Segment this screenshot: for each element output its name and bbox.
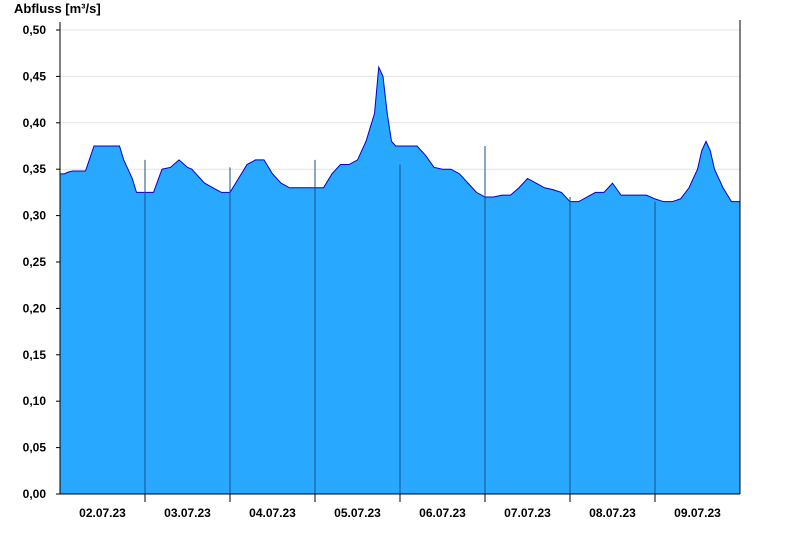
x-tick-label: 08.07.23: [589, 506, 636, 520]
y-tick-label: 0,30: [23, 209, 47, 223]
x-tick-label: 02.07.23: [79, 506, 126, 520]
x-tick-label: 03.07.23: [164, 506, 211, 520]
y-tick-label: 0,15: [23, 348, 47, 362]
y-ticks: 0,00 0,05 0,10 0,15 0,20 0,25 0,30 0,35 0,40 0,45…: [23, 23, 60, 501]
y-tick-label: 0,35: [23, 162, 47, 176]
y-tick-label: 0,50: [23, 23, 47, 37]
discharge-line: [60, 65, 740, 203]
y-tick-label: 0,20: [23, 301, 47, 315]
x-tick-label: 04.07.23: [249, 506, 296, 520]
x-tick-label: 07.07.23: [504, 506, 551, 520]
y-tick-label: 0,10: [23, 394, 47, 408]
day-separator-lines: [144, 146, 656, 494]
y-tick-label: 0,45: [23, 69, 47, 83]
x-ticks: 02.07.23 03.07.23 04.07.23 05.07.23 06.07.23…: [79, 494, 721, 520]
y-tick-label: 0,40: [23, 116, 47, 130]
x-tick-label: 09.07.23: [674, 506, 721, 520]
y-axis-label: Abfluss [m³/s]: [14, 1, 101, 16]
y-tick-label: 0,00: [23, 487, 47, 501]
y-tick-label: 0,25: [23, 255, 47, 269]
x-tick-label: 06.07.23: [419, 506, 466, 520]
y-tick-label: 0,05: [23, 441, 47, 455]
x-tick-label: 05.07.23: [334, 506, 381, 520]
